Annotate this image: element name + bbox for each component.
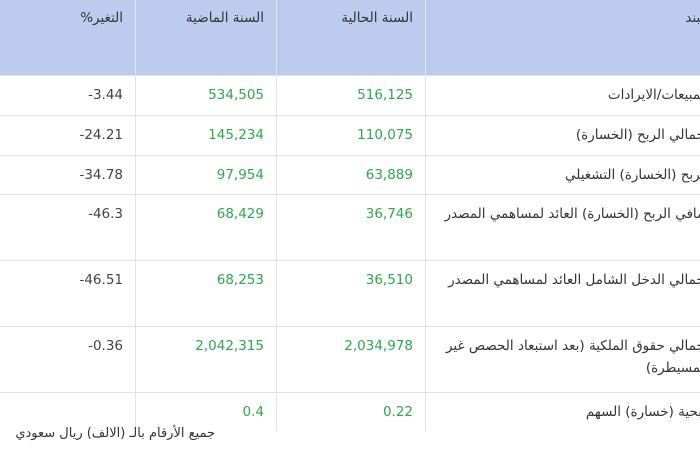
cell-value: 68,253 (135, 260, 277, 327)
cell-value: 46.3- (0, 194, 136, 261)
table-row: إجمالي حقوق الملكية (بعد استبعاد الحصص غ… (0, 326, 700, 393)
table-row: الربح (الخسارة) التشغيلي 63,889 97,954 34.7… (0, 155, 700, 195)
cell-value (0, 392, 136, 431)
cell-value: 97,954 (135, 155, 277, 195)
cell-value: 534,505 (135, 75, 277, 116)
table-row: صافي الربح (الخسارة) العائد لمساهمي المص… (0, 194, 700, 261)
row-label: إجمالي الدخل الشامل العائد لمساهمي المصد… (425, 260, 700, 327)
cell-value: 0.22 (276, 392, 426, 431)
cell-value: 0.36- (0, 326, 136, 393)
table-body: المبيعات/الايرادات 516,125 534,505 3.44- إجم… (0, 75, 700, 431)
row-label: الربح (الخسارة) التشغيلي (425, 155, 700, 195)
cell-value: 46.51- (0, 260, 136, 327)
cell-value: 36,510 (276, 260, 426, 327)
cell-value: 24.21- (0, 115, 136, 156)
table-row: ربحية (خسارة) السهم 0.22 0.4 (0, 392, 700, 431)
cell-value: 2,034,978 (276, 326, 426, 393)
cell-value: 145,234 (135, 115, 277, 156)
cell-value: 0.4 (135, 392, 277, 431)
footnote: جميع الأرقام بالـ (الالف) ريال سعودي (15, 426, 215, 441)
cell-value: 516,125 (276, 75, 426, 116)
column-header: التغير% (0, 0, 136, 76)
row-label: صافي الربح (الخسارة) العائد لمساهمي المص… (425, 194, 700, 261)
cell-value: 63,889 (276, 155, 426, 195)
cell-value: 2,042,315 (135, 326, 277, 393)
cell-value: 34.78- (0, 155, 136, 195)
row-label: إجمالي الربح (الخسارة) (425, 115, 700, 156)
column-header: البند (425, 0, 700, 76)
row-label: إجمالي حقوق الملكية (بعد استبعاد الحصص غ… (425, 326, 700, 393)
cell-value: 36,746 (276, 194, 426, 261)
cell-value: 68,429 (135, 194, 277, 261)
cell-value: 3.44- (0, 75, 136, 116)
column-header: السنة الحالية (276, 0, 426, 76)
row-label: ربحية (خسارة) السهم (425, 392, 700, 431)
table-row: المبيعات/الايرادات 516,125 534,505 3.44- (0, 75, 700, 116)
table-row: إجمالي الربح (الخسارة) 110,075 145,234 24.2… (0, 115, 700, 156)
column-header: السنة الماضية (135, 0, 277, 76)
cell-value: 110,075 (276, 115, 426, 156)
row-label: المبيعات/الايرادات (425, 75, 700, 116)
table-row: إجمالي الدخل الشامل العائد لمساهمي المصد… (0, 260, 700, 327)
